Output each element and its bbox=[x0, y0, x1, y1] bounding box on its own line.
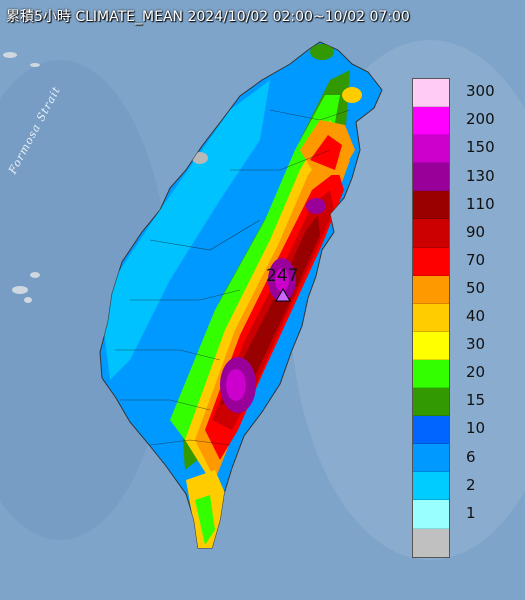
legend-label: 200 bbox=[466, 110, 495, 129]
legend-swatch bbox=[413, 359, 449, 389]
legend-swatch bbox=[413, 191, 449, 220]
max-value-label: 247 bbox=[266, 266, 299, 286]
legend-scale bbox=[412, 78, 450, 558]
legend-swatch bbox=[413, 388, 449, 417]
legend-swatch bbox=[413, 500, 449, 529]
legend-label: 130 bbox=[466, 166, 495, 185]
county-borders bbox=[115, 109, 351, 446]
legend-swatch bbox=[413, 472, 449, 501]
legend-swatch bbox=[413, 79, 449, 108]
legend-label: 90 bbox=[466, 222, 486, 241]
legend-swatch bbox=[413, 275, 449, 304]
legend-swatch bbox=[413, 107, 449, 136]
legend-label: 50 bbox=[466, 278, 486, 297]
legend-label: 10 bbox=[466, 419, 486, 438]
legend-swatch bbox=[413, 163, 449, 192]
legend-label: 40 bbox=[466, 307, 486, 325]
legend-label: 20 bbox=[466, 363, 486, 382]
legend-label: 70 bbox=[466, 250, 486, 269]
legend-swatch bbox=[413, 247, 449, 276]
legend-swatch bbox=[413, 416, 449, 445]
legend-swatch bbox=[413, 219, 449, 248]
islets bbox=[3, 52, 40, 303]
legend-label: 110 bbox=[466, 194, 495, 213]
map-title: 累積5小時 CLIMATE_MEAN 2024/10/02 02:00~10/0… bbox=[6, 9, 410, 25]
max-marker-icon bbox=[275, 288, 291, 302]
legend-swatch bbox=[413, 331, 449, 360]
legend-label: 15 bbox=[466, 391, 486, 410]
legend-label: 6 bbox=[466, 447, 476, 466]
rainfall-bands bbox=[100, 44, 362, 548]
legend-label: 150 bbox=[466, 138, 495, 157]
legend-swatch bbox=[413, 135, 449, 164]
legend-swatch bbox=[413, 303, 449, 332]
legend-label: 2 bbox=[466, 475, 476, 494]
legend-label: 30 bbox=[466, 335, 486, 354]
sea-shade-west bbox=[0, 60, 170, 540]
legend-label: 1 bbox=[466, 503, 476, 522]
legend-label: 300 bbox=[466, 82, 495, 101]
legend-swatch bbox=[413, 444, 449, 473]
legend-swatch bbox=[413, 528, 449, 557]
